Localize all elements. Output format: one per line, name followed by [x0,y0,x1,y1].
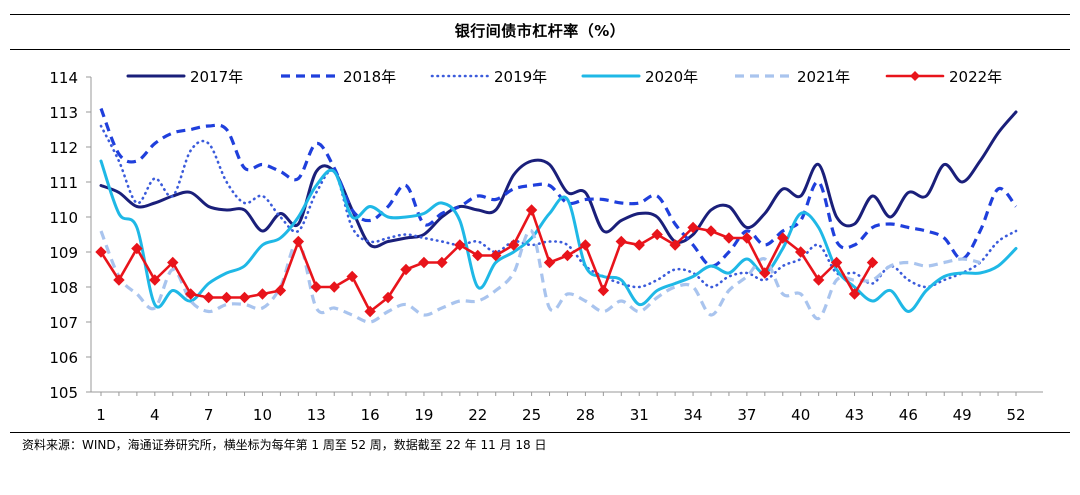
data-point-marker [184,288,197,300]
y-tick-label: 106 [49,349,78,367]
chart-title: 银行间债市杠杆率（%） [454,22,626,40]
x-tick-label: 10 [253,406,272,424]
x-tick-label: 16 [361,406,380,424]
data-point-marker [167,256,179,269]
data-point-marker [346,270,358,283]
x-ticks: 1 4 7 10 13 16 19 22 25 28 31 34 37 40 43 46 49 52 [96,392,1026,424]
x-tick-label: 4 [150,406,160,424]
data-point-marker [436,256,448,269]
data-point-marker [777,232,789,244]
x-tick-label: 43 [845,406,864,424]
y-tick-label: 110 [49,209,78,227]
y-tick-label: 108 [49,279,78,297]
series-line-3 [99,124,1018,289]
x-tick-label: 25 [522,406,541,424]
x-tick-label: 19 [414,406,433,424]
data-point-marker [579,239,592,251]
data-point-marker [543,256,556,269]
data-point-marker [400,263,412,276]
data-point-marker [615,235,628,248]
data-point-marker [866,256,879,269]
x-tick-label: 7 [204,406,214,424]
data-point-marker [220,291,233,304]
data-point-marker [382,291,394,304]
data-point-marker [561,249,574,262]
data-point-marker [633,239,645,251]
data-point-marker [364,305,376,318]
series-line-4 [99,159,1018,313]
top-rule [10,14,1070,15]
x-tick-label: 52 [1006,406,1025,424]
data-point-marker [812,274,825,286]
legend-label: 2021年 [797,68,850,86]
data-point-marker [113,274,125,286]
data-point-marker [274,284,287,297]
data-point-marker [149,274,161,286]
legend-label: 2019年 [494,68,547,86]
source-note: 资料来源：WIND，海通证券研究所，横坐标为每年第 1 周至 52 周，数据截至… [22,438,547,452]
x-tick-label: 31 [630,406,649,424]
data-point-marker [202,291,215,304]
legend: 2017年 2018年 2019年 2020年 2021年 2022年 [126,68,1002,86]
data-point-marker [687,221,699,234]
title-rule [10,49,1070,50]
series-line-5 [99,229,981,324]
data-point-marker [723,232,735,244]
y-tick-label: 105 [49,384,78,402]
x-tick-label: 22 [468,406,487,424]
legend-label: 2020年 [645,68,698,86]
data-point-marker [525,204,538,216]
x-tick-label: 28 [576,406,595,424]
data-point-marker [238,291,251,304]
x-tick-label: 49 [953,406,972,424]
x-tick-label: 34 [684,406,703,424]
data-point-marker [256,288,269,300]
data-point-marker [310,281,323,293]
data-point-marker [507,239,520,251]
data-point-marker [489,249,502,262]
legend-marker [910,71,920,81]
data-point-marker [418,256,430,269]
y-tick-label: 114 [49,69,78,87]
series-line-2 [99,107,1018,268]
x-tick-label: 37 [737,406,756,424]
y-tick-label: 111 [49,174,78,192]
legend-label: 2018年 [343,68,396,86]
data-point-marker [292,235,305,248]
y-tick-label: 113 [49,104,78,122]
x-tick-label: 1 [96,406,106,424]
data-point-marker [759,267,771,279]
data-point-marker [848,288,861,300]
data-point-marker [328,281,340,293]
line-chart: 105 106 107 108 109 110 111 112 113 114 1 4 7 10 13 16… [49,68,1043,424]
data-point-marker [454,239,466,251]
data-point-marker [597,284,610,297]
data-point-marker [705,225,717,237]
y-tick-label: 107 [49,314,78,332]
data-point-marker [741,232,753,244]
y-tick-label: 112 [49,139,78,157]
x-tick-label: 40 [791,406,810,424]
y-ticks: 105 106 107 108 109 110 111 112 113 114 [49,69,91,402]
x-tick-label: 13 [307,406,326,424]
y-tick-label: 109 [49,244,78,262]
data-point-marker [794,246,807,258]
series-lines [95,107,1018,324]
data-point-marker [830,256,843,269]
data-point-marker [131,242,143,255]
legend-label: 2022年 [949,68,1002,86]
x-tick-label: 46 [899,406,918,424]
data-point-marker [472,249,484,262]
bottom-rule [10,432,1070,433]
data-point-marker [95,246,107,258]
data-point-marker [669,239,681,251]
data-point-marker [651,228,663,241]
series-line-1 [99,110,1018,249]
legend-label: 2017年 [190,68,243,86]
